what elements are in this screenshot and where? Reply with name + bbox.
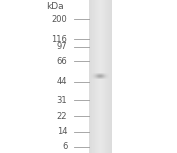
Text: 31: 31: [57, 96, 67, 105]
Text: 6: 6: [62, 142, 67, 151]
Text: 44: 44: [57, 77, 67, 86]
Bar: [109, 0, 110, 153]
Bar: [98, 0, 99, 153]
Bar: [108, 0, 109, 153]
Bar: [94, 0, 95, 153]
Text: 14: 14: [57, 127, 67, 136]
Text: kDa: kDa: [46, 2, 64, 11]
Bar: [104, 0, 105, 153]
Bar: [106, 0, 107, 153]
Bar: [110, 0, 111, 153]
Bar: [107, 0, 108, 153]
Bar: [92, 0, 93, 153]
Bar: [101, 0, 102, 153]
Text: 200: 200: [52, 15, 67, 24]
Bar: [95, 0, 96, 153]
Text: 22: 22: [57, 112, 67, 121]
Bar: [91, 0, 92, 153]
Bar: [100, 0, 101, 153]
Bar: [88, 0, 112, 153]
Bar: [111, 0, 112, 153]
Bar: [102, 0, 103, 153]
Text: 66: 66: [56, 57, 67, 66]
Bar: [96, 0, 97, 153]
Bar: [103, 0, 104, 153]
Bar: [97, 0, 98, 153]
Bar: [90, 0, 91, 153]
Bar: [89, 0, 90, 153]
Text: 97: 97: [57, 42, 67, 51]
Bar: [105, 0, 106, 153]
Bar: [93, 0, 94, 153]
Bar: [99, 0, 100, 153]
Bar: [88, 0, 89, 153]
Text: 116: 116: [51, 35, 67, 43]
